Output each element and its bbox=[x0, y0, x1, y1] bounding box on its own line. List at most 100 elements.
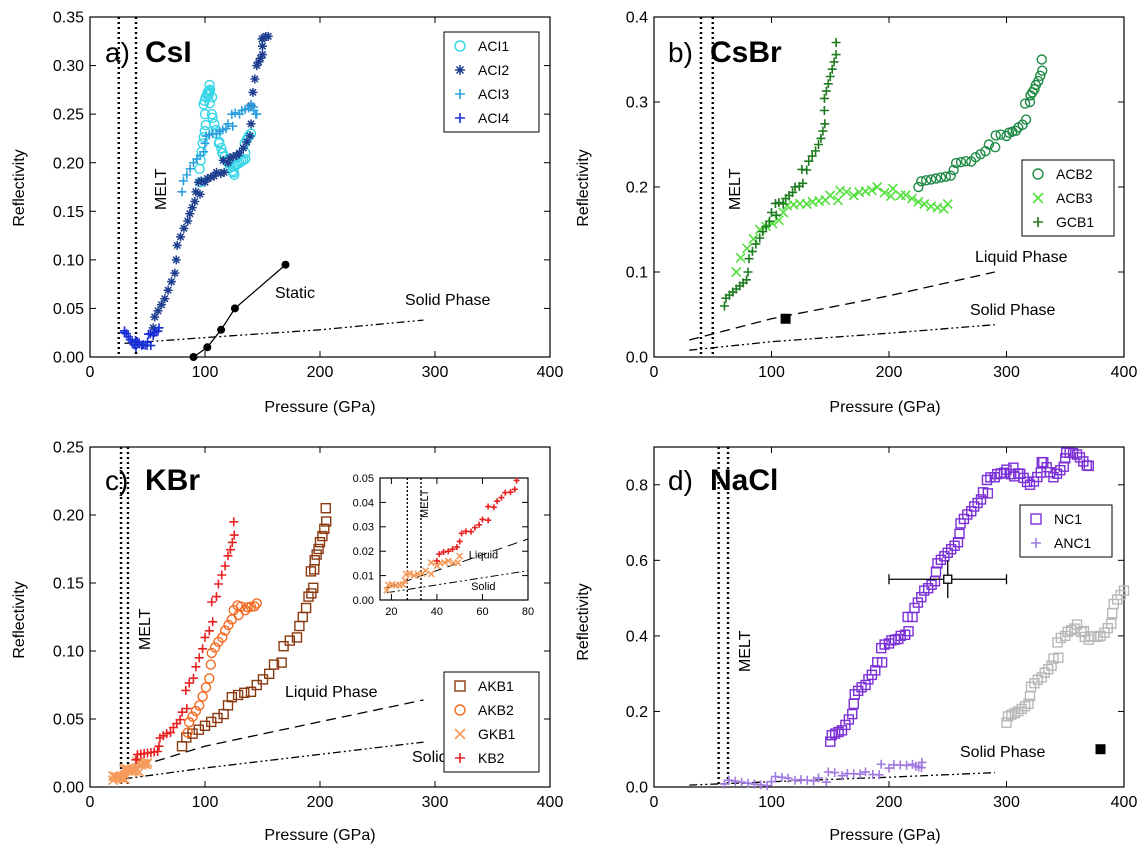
panel-d-series-anc1-point bbox=[876, 759, 886, 769]
panel-b-series-gcb1-point bbox=[820, 119, 830, 129]
panel-c-series-akb2-point bbox=[251, 598, 262, 609]
panel-c-series-akb1-point bbox=[303, 591, 314, 602]
panel-b-series-acb3-point bbox=[832, 195, 844, 206]
panel-b-series-gcb1-point bbox=[758, 227, 768, 237]
panel-c-xtick-label: 100 bbox=[192, 794, 219, 811]
panel-d-legend-marker bbox=[1031, 538, 1041, 548]
panel-c-series-akb2-point bbox=[240, 605, 251, 616]
panel-c-inset-liquid-label: Liquid bbox=[469, 550, 498, 562]
panel-d-series-nc1-point bbox=[982, 488, 994, 499]
panel-c-series-akb1-point bbox=[320, 503, 331, 514]
panel-c-inset-series-gkb1-point bbox=[410, 572, 418, 580]
panel-d-series-nc1-point bbox=[1055, 464, 1066, 476]
panel-a-series-aci3-point bbox=[221, 124, 231, 134]
panel-c-ytick-label: 0.20 bbox=[53, 508, 84, 525]
panel-c-series-akb2-point bbox=[242, 602, 253, 613]
panel-c-series-akb2-point bbox=[197, 691, 208, 702]
panel-a-legend-label: ACI2 bbox=[478, 62, 509, 78]
panel-b-series-acb2-point bbox=[935, 172, 947, 183]
panel-d-series-nc1-point bbox=[981, 474, 993, 486]
panel-d-ytick-label: 0.6 bbox=[626, 553, 648, 570]
panel-b-series-gcb1-point bbox=[804, 156, 814, 166]
panel-d-series-nc1-point bbox=[903, 626, 914, 637]
panel-b-melt-label: MELT bbox=[727, 168, 744, 210]
panel-c-series-kb2-point bbox=[204, 626, 214, 636]
panel-b-series-acb3-point bbox=[872, 181, 883, 193]
panel-b-series-gcb1-point bbox=[827, 64, 837, 74]
panel-a-series-aci2-point bbox=[216, 169, 226, 179]
panel-a-legend-marker bbox=[455, 89, 465, 99]
panel-d-series-unlabeled-point bbox=[1062, 626, 1073, 638]
panel-d-series-anc1-point bbox=[830, 768, 840, 778]
panel-a-annotation: Static bbox=[275, 285, 315, 302]
panel-b-annotation: Liquid Phase bbox=[975, 249, 1068, 266]
panel-c-inset-xtick-label: 60 bbox=[476, 606, 488, 618]
panel-c-inset-solid-label: Solid bbox=[471, 581, 495, 593]
panel-a-xtick-label: 400 bbox=[537, 364, 564, 381]
panel-a-legend-marker bbox=[455, 65, 465, 75]
panel-b-label: b) bbox=[668, 37, 693, 68]
panel-c-inset-series-gkb1-point bbox=[427, 570, 435, 578]
panel-c-series-akb2-point bbox=[182, 727, 193, 738]
panel-b-series-gcb1-point bbox=[816, 133, 826, 143]
panel-a-series-aci1-point bbox=[206, 108, 218, 120]
panel-a-ytick-label: 0.20 bbox=[53, 155, 84, 172]
panel-d-legend-label: ANC1 bbox=[1054, 535, 1092, 551]
panel-c-series-akb2-point bbox=[204, 673, 215, 684]
panel-c-xlabel: Pressure (GPa) bbox=[264, 827, 375, 844]
panel-a-series-aci2-point bbox=[256, 53, 266, 63]
panel-b-legend-label: GCB1 bbox=[1056, 214, 1094, 230]
panel-d-legend-marker bbox=[1030, 513, 1042, 525]
panel-a-series-aci3-point bbox=[223, 119, 233, 129]
panel-b-series-gcb1-point bbox=[788, 187, 798, 197]
panel-c-series-akb1-point bbox=[226, 692, 238, 703]
panel-a-xlabel: Pressure (GPa) bbox=[264, 399, 375, 416]
panel-a-series-aci1-point bbox=[206, 91, 218, 103]
panel-d-series-nc1-point bbox=[848, 698, 859, 710]
panel-d-series-nc1-point bbox=[949, 540, 960, 551]
panel-b-series-acb3-point bbox=[932, 202, 943, 213]
panel-b-series-acb3-point bbox=[801, 198, 812, 210]
panel-c-inset-series-kb2-point bbox=[476, 521, 483, 528]
panel-c-inset-ytick-label: 0.00 bbox=[353, 595, 374, 607]
panel-b-series-acb2-point bbox=[1035, 70, 1046, 82]
panel-a-series-aci3-point bbox=[228, 121, 238, 131]
panel-d-series-nc1-point bbox=[860, 679, 871, 691]
panel-a-series-aci1-point bbox=[204, 84, 216, 96]
panel-b-series-gcb1-point bbox=[743, 267, 753, 277]
panel-c-series-akb2-point bbox=[200, 682, 212, 693]
panel-c-series-akb1-point bbox=[264, 668, 275, 679]
panel-d-series-nc1-point bbox=[932, 558, 943, 569]
panel-d-series-nc1-point bbox=[939, 551, 950, 562]
panel-a-melt-label: MELT bbox=[153, 168, 170, 210]
panel-b-series-gcb1-point bbox=[831, 38, 841, 47]
panel-d-series-anc1-point bbox=[837, 771, 847, 781]
panel-c-ylabel: Reflectivity bbox=[11, 581, 28, 658]
panel-c-inset-ytick-label: 0.05 bbox=[353, 473, 374, 485]
panel-d-ytick-label: 0.8 bbox=[626, 477, 648, 494]
panel-b-series-acb2-point bbox=[1017, 119, 1028, 130]
panel-c-series-kb2-point bbox=[194, 653, 204, 663]
panel-c-series-akb1-point bbox=[305, 566, 317, 577]
panel-c-series-kb2-point bbox=[208, 617, 218, 627]
panel-c-series-akb1-point bbox=[232, 689, 244, 701]
panel-c-series-kb2-point bbox=[212, 592, 221, 602]
panel-c-legend-label: AKB1 bbox=[478, 678, 514, 694]
panel-b-series-gcb1-point bbox=[755, 233, 765, 243]
panel-d-series-nc1-point bbox=[1048, 472, 1059, 483]
panel-d-series-unlabeled-point bbox=[1029, 678, 1040, 689]
panel-c-series-akb1-point bbox=[284, 635, 296, 646]
panel-c-series-kb2-point bbox=[207, 597, 217, 607]
panel-c-series-akb2-point bbox=[183, 717, 195, 728]
panel-c-series-gkb1-point bbox=[131, 756, 143, 767]
panel-c-inset-ytick-label: 0.03 bbox=[353, 522, 374, 534]
panel-c-series-kb2-point bbox=[220, 561, 230, 571]
panel-d-series-anc1-point bbox=[814, 773, 823, 783]
panel-c-series-akb2-point bbox=[219, 625, 231, 636]
panel-d-series-anc1-point bbox=[777, 772, 787, 782]
panel-b-series-acb3-point bbox=[848, 190, 859, 201]
panel-b-series-acb3-point bbox=[900, 190, 911, 201]
panel-a-series-aci2-point bbox=[171, 255, 181, 265]
panel-a-xtick-label: 200 bbox=[307, 364, 334, 381]
